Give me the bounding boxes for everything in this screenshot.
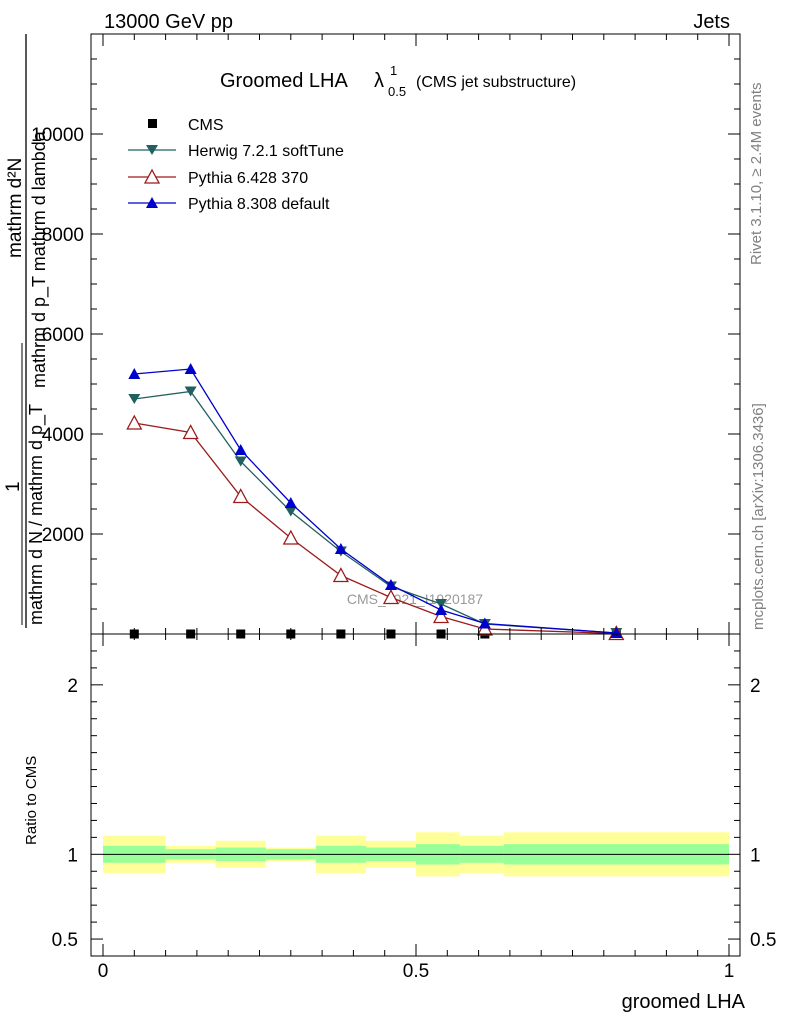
chart-title-main: Groomed LHA [220,70,348,92]
ylabel-denominator: mathrm d p_T mathrm d lambda [29,130,50,388]
data-point-pythia6 [126,414,143,430]
x-tick-label: 0.5 [403,961,429,982]
mcplots-label: mcplots.cern.ch [arXiv:1306.3436] [750,403,767,630]
ratio-y-ticks: 0.5 0.5 1 1 2 2 [52,650,776,951]
ratio-tick-label-right: 2 [750,676,761,697]
legend-label-pythia6: Pythia 6.428 370 [188,170,308,187]
data-point-herwig [284,506,297,517]
y-tick-label: 10000 [31,125,84,146]
y-tick-label: 4000 [42,425,84,446]
header-right: Jets [693,11,730,33]
data-point-pythia8 [284,497,297,508]
ratio-tick-label-right: 1 [750,845,761,866]
ratio-tick-label-right: 0.5 [750,930,776,951]
data-point-pythia8 [384,579,397,590]
ratio-tick-label-left: 1 [67,845,78,866]
data-point-pythia6 [432,608,450,624]
data-point-herwig [234,456,247,467]
data-point-pythia8 [334,543,347,554]
data-point-pythia8 [610,627,623,638]
x-tick-label: 0 [98,961,109,982]
x-axis-label: groomed LHA [622,991,746,1013]
chart-title-symbol: λ [374,70,384,92]
data-point-pythia8 [435,604,448,615]
data-point-pythia6 [182,424,199,440]
header-left: 13000 GeV pp [104,11,233,33]
legend-marker-pythia8 [146,197,158,208]
data-point-herwig [128,394,141,404]
data-point-pythia8 [478,617,491,629]
legend-marker-cms [148,119,157,128]
main-y-axis-label: 1 mathrm d N / mathrm d p_T mathrm d²N m… [3,34,50,628]
legend: CMS Herwig 7.2.1 softTune Pythia 6.428 3… [128,117,344,213]
rivet-label: Rivet 3.1.10, ≥ 2.4M events [748,83,765,266]
data-point-pythia6 [232,488,249,504]
watermark: CMS_2021_I1920187 [347,591,483,607]
ylabel-numerator: mathrm d²N [5,158,26,258]
y-tick-label: 2000 [42,525,84,546]
ylabel-frac-numerator: 1 [3,481,24,492]
ratio-tick-label-left: 2 [67,676,78,697]
ratio-bands [103,832,729,877]
ratio-panel-frame [90,633,741,957]
data-point-pythia8 [234,444,247,455]
legend-label-herwig: Herwig 7.2.1 softTune [188,143,344,160]
y-tick-label: 6000 [42,325,84,346]
x-axis-ticks: 0 0.5 1 [98,34,735,982]
data-point-pythia8 [184,363,197,374]
data-point-pythia6 [332,567,349,583]
chart-title-sup: 1 [390,63,397,78]
data-point-herwig [184,386,197,397]
data-point-pythia6 [282,529,299,545]
legend-label-cms: CMS [188,117,224,134]
chart-title-note: (CMS jet substructure) [416,74,576,91]
main-y-ticks: 2000 4000 6000 8000 10000 [31,33,740,635]
series-layer [126,363,625,641]
chart-title: Groomed LHA λ 1 0.5 (CMS jet substructur… [220,63,576,99]
ratio-y-axis-label: Ratio to CMS [23,756,40,845]
ratio-tick-label-left: 0.5 [52,930,78,951]
data-point-pythia8 [128,368,141,379]
y-tick-label: 8000 [42,225,84,246]
legend-label-pythia8: Pythia 8.308 default [188,196,330,213]
legend-marker-pythia6 [143,168,161,184]
data-point-pythia6 [382,589,400,605]
legend-marker-herwig [146,145,158,155]
ylabel-frac-denominator: mathrm d N / mathrm d p_T [26,404,47,625]
chart-title-sub: 0.5 [388,84,406,99]
x-tick-label: 1 [724,961,735,982]
